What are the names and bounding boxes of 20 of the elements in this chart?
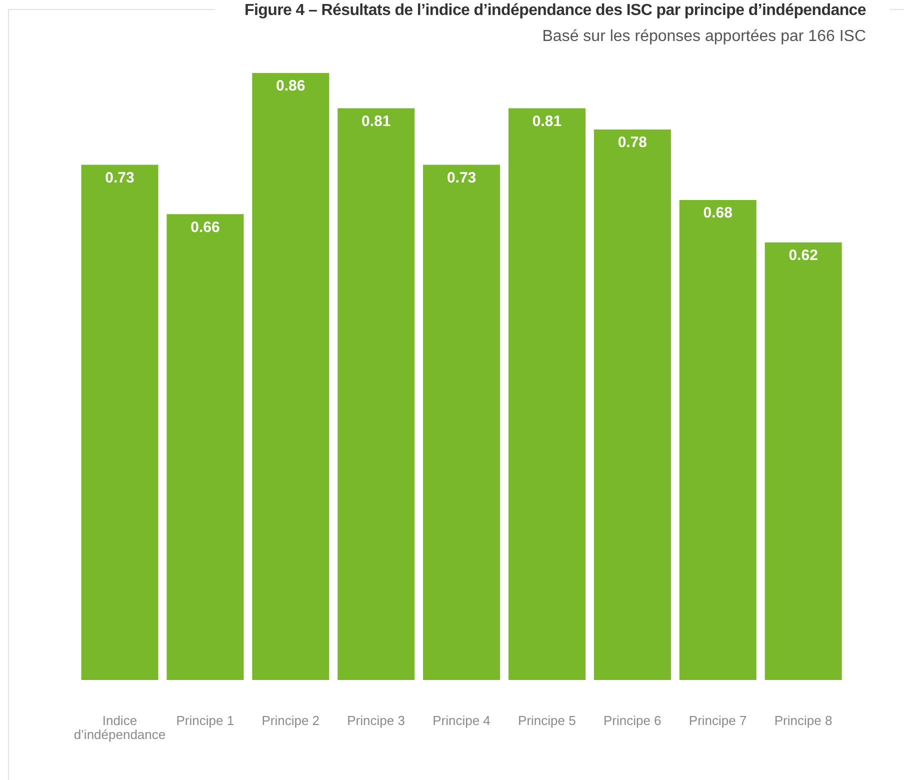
data-label: 0.86 (276, 78, 306, 95)
data-label: 0.78 (618, 134, 648, 152)
data-label: 0.73 (446, 169, 476, 186)
x-tick-label: Principe 7 (688, 713, 747, 728)
x-tick-label: Principe 8 (774, 713, 832, 728)
x-tick-label: Principe 3 (347, 713, 405, 728)
data-label: 0.62 (788, 247, 818, 264)
x-tick-label: Principe 5 (518, 713, 576, 728)
data-label: 0.81 (532, 112, 562, 130)
x-tick-label: Principe 2 (262, 713, 320, 728)
x-tick-label: Principe 6 (603, 713, 662, 728)
chart-subtitle: Basé sur les réponses apportées par 166 ISC (542, 27, 866, 47)
x-tick-label: Principe 4 (432, 713, 490, 728)
x-tick-label: Principe 1 (176, 713, 234, 728)
data-label: 0.66 (190, 218, 220, 236)
x-tick-label: Indice d’indépendance (74, 713, 166, 742)
chart-title: Figure 4 – Résultats de l’indice d’indépendance des ISC par principe d’indépendance (214, 1, 890, 21)
data-label: 0.68 (703, 204, 732, 222)
data-label: 0.73 (105, 169, 134, 186)
data-label: 0.81 (362, 112, 391, 130)
